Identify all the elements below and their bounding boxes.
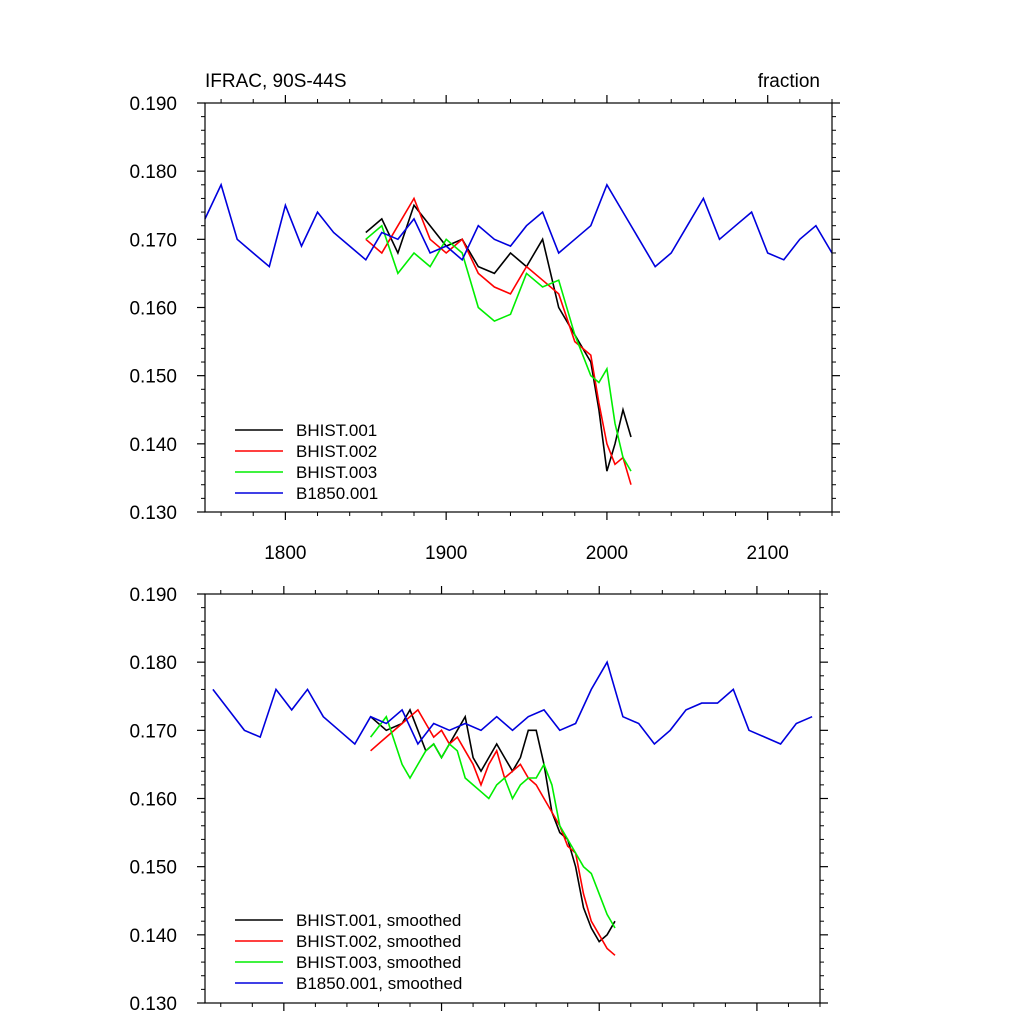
top-legend: BHIST.001 BHIST.002 BHIST.003 B1850.001 [235, 421, 378, 503]
x-tick-label: 1900 [425, 543, 467, 564]
y-tick-label: 0.140 [129, 926, 177, 947]
bottom-axes: 0.130 0.140 0.150 0.160 0.170 0.180 0.190 [129, 585, 828, 1015]
y-tick-label: 0.170 [129, 230, 177, 251]
y-tick-label: 0.180 [129, 162, 177, 183]
y-tick-label: 0.160 [129, 790, 177, 811]
series-line-2 [365, 196, 632, 485]
y-tick-label: 0.170 [129, 721, 177, 742]
series-line-1 [370, 708, 616, 943]
top-panel: IFRAC, 90S-44S fraction 0.1300.1400.1500… [129, 71, 840, 564]
series-line-4 [204, 182, 833, 269]
y-tick-label: 0.190 [129, 585, 177, 606]
units-label: fraction [758, 71, 820, 92]
top-axes: 0.130 0.140 0.150 0.160 0.170 0.180 0.190 1800 1… [129, 94, 840, 564]
series-line-4 [212, 660, 813, 746]
series-line-3 [365, 224, 632, 472]
y-tick-label: 0.140 [129, 435, 177, 456]
bottom-plot-lines [212, 660, 813, 956]
legend-label: B1850.001 [296, 484, 378, 503]
x-tick-label: 2100 [747, 543, 789, 564]
legend-label: BHIST.002, smoothed [296, 932, 461, 951]
series-line-3 [369, 715, 616, 929]
legend-label: B1850.001, smoothed [296, 974, 462, 993]
y-tick-label: 0.150 [129, 367, 177, 388]
y-tick-label: 0.130 [129, 994, 177, 1015]
series-line-1 [365, 203, 632, 472]
bottom-legend: BHIST.001, smoothed BHIST.002, smoothed BH… [235, 911, 462, 993]
panel-title: IFRAC, 90S-44S [205, 71, 347, 92]
y-tick-label: 0.180 [129, 653, 177, 674]
x-tick-label: 2000 [586, 543, 628, 564]
y-tick-label: 0.130 [129, 503, 177, 524]
legend-label: BHIST.001 [296, 421, 377, 440]
x-tick-label: 1800 [264, 543, 306, 564]
legend-label: BHIST.003 [296, 463, 377, 482]
top-plot-lines [204, 182, 833, 485]
series-line-2 [370, 708, 616, 956]
legend-label: BHIST.003, smoothed [296, 953, 461, 972]
legend-label: BHIST.002 [296, 442, 377, 461]
bottom-panel: 0.130 0.140 0.150 0.160 0.170 0.180 0.190 BHIS… [129, 585, 828, 1015]
y-tick-label: 0.160 [129, 299, 177, 320]
y-tick-label: 0.150 [129, 858, 177, 879]
y-tick-label: 0.190 [129, 94, 177, 115]
legend-label: BHIST.001, smoothed [296, 911, 461, 930]
